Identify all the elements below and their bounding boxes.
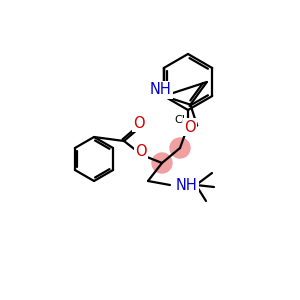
Circle shape bbox=[152, 153, 172, 173]
Text: NH: NH bbox=[176, 178, 198, 193]
Text: O: O bbox=[133, 116, 145, 130]
Text: O: O bbox=[135, 145, 147, 160]
Text: O: O bbox=[184, 119, 196, 134]
Text: NH: NH bbox=[150, 82, 172, 98]
Text: CH₃: CH₃ bbox=[174, 115, 195, 124]
Circle shape bbox=[170, 138, 190, 158]
